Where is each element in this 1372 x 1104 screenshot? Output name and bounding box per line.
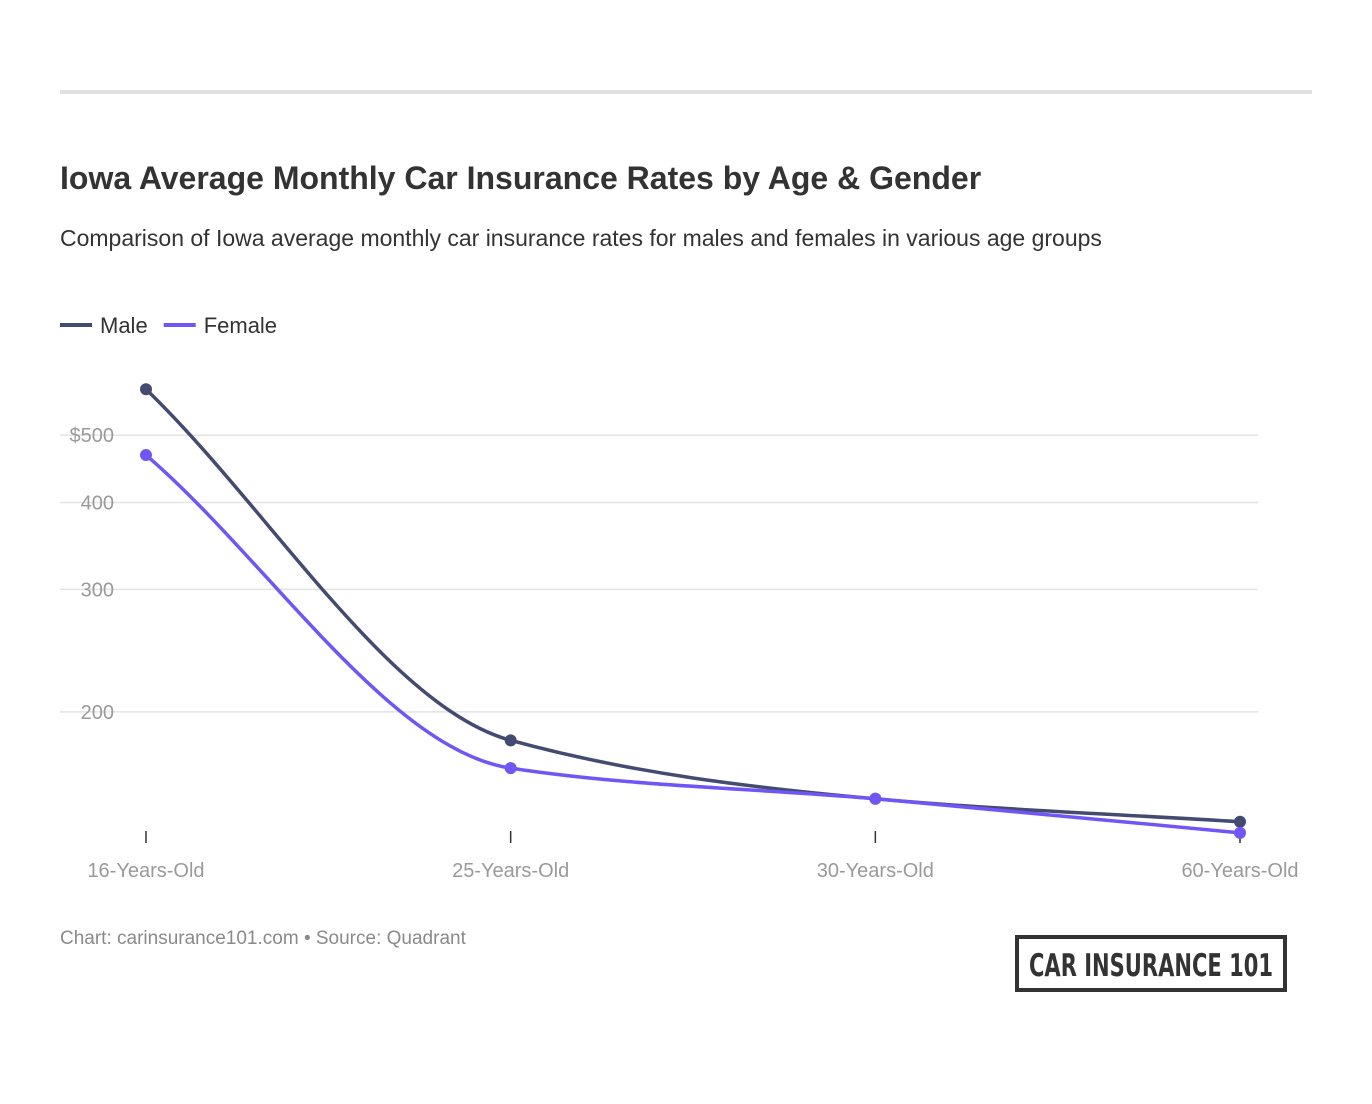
point xyxy=(504,734,517,747)
y-tick-label: 400 xyxy=(81,492,114,514)
chart-subtitle: Comparison of Iowa average monthly car i… xyxy=(60,225,1102,251)
x-tick-label: 16-Years-Old xyxy=(87,860,204,882)
point xyxy=(140,449,152,462)
chart-title: Iowa Average Monthly Car Insurance Rates… xyxy=(60,160,981,196)
point xyxy=(140,383,152,396)
x-tick-label: 30-Years-Old xyxy=(817,860,934,882)
point xyxy=(1234,815,1246,828)
y-tick-label: $500 xyxy=(70,425,115,447)
y-tick-label: 300 xyxy=(81,579,114,601)
footer: Chart: carinsurance101.com • Source: Qua… xyxy=(60,928,467,949)
x-tick-label: 60-Years-Old xyxy=(1181,860,1298,882)
logo: CAR INSURANCE 101 xyxy=(1029,948,1273,984)
legend-label: Male xyxy=(100,313,148,338)
legend-label: Female xyxy=(204,313,277,338)
point xyxy=(504,762,517,775)
logo-box xyxy=(1015,935,1287,992)
series-line xyxy=(144,387,1241,824)
top-rule xyxy=(60,90,1312,94)
y-tick-label: 200 xyxy=(81,702,114,724)
x-tick-label: 25-Years-Old xyxy=(452,860,569,882)
series-line xyxy=(144,453,1241,835)
point xyxy=(869,792,882,805)
point xyxy=(1234,826,1246,839)
